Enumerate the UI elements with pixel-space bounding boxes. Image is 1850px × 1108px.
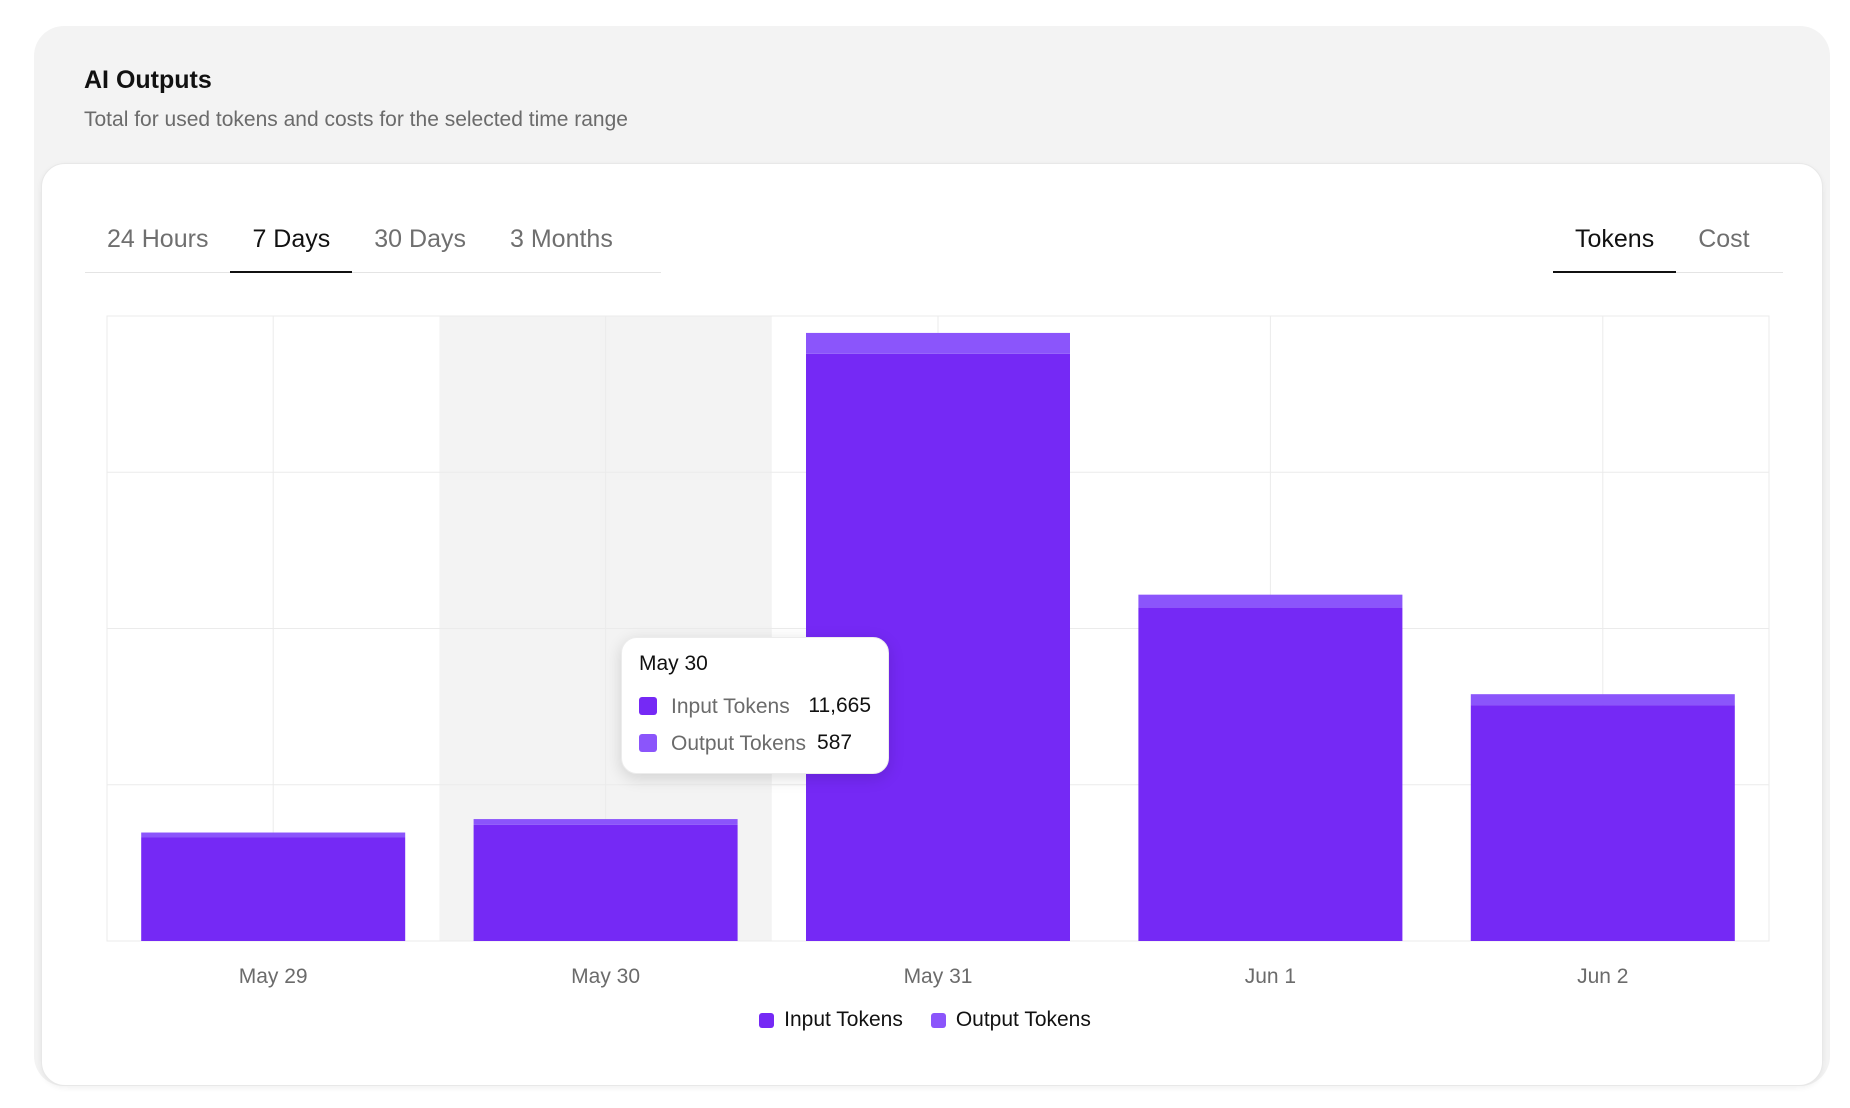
bar-output-tokens [1470,694,1735,706]
card-title: AI Outputs [84,66,212,94]
tab-cost[interactable]: Cost [1698,225,1750,253]
x-tick-label: May 30 [571,965,640,988]
tab-30-days[interactable]: 30 Days [374,225,466,253]
legend-item-output[interactable]: Output Tokens [930,1008,1091,1032]
tooltip-input-value: 11,665 [808,694,871,717]
time-range-tabs: 24 Hours 7 Days 30 Days 3 Months [85,206,661,273]
tooltip-output-row: Output Tokens 587 [639,728,871,758]
tab-24-hours[interactable]: 24 Hours [107,225,209,253]
tooltip-input-row: Input Tokens 11,665 [639,684,871,728]
bar-input-tokens [1138,607,1403,941]
tooltip-output-label: Output Tokens [671,731,807,755]
x-tick-label: Jun 2 [1577,965,1628,988]
legend-label-input: Input Tokens [784,1008,903,1031]
bar-input-tokens [1470,705,1735,941]
input-legend-swatch-icon [759,1012,775,1028]
legend-label-output: Output Tokens [955,1008,1091,1031]
bar-output-tokens [141,832,406,838]
output-swatch-icon [639,734,657,752]
tooltip-output-value: 587 [817,731,853,754]
tab-7-days[interactable]: 7 Days [230,206,353,273]
bar-input-tokens [141,837,406,941]
x-tick-label: Jun 1 [1245,965,1296,988]
tooltip-date: May 30 [639,652,708,675]
bar-output-tokens [806,332,1070,354]
output-legend-swatch-icon [930,1012,946,1028]
legend-item-input[interactable]: Input Tokens [759,1008,903,1032]
card-subtitle: Total for used tokens and costs for the … [84,108,628,131]
metric-tabs: Tokens Cost [1553,206,1783,273]
tooltip-input-label: Input Tokens [671,694,790,718]
chart-tooltip: May 30 Input Tokens 11,665 Output Tokens… [621,637,889,774]
bar-output-tokens [1138,594,1403,608]
tab-tokens[interactable]: Tokens [1553,206,1677,273]
tab-3-months[interactable]: 3 Months [509,225,613,253]
x-tick-label: May 29 [239,965,308,988]
chart-legend: Input Tokens Output Tokens [0,1008,1850,1032]
bar-output-tokens [473,819,738,825]
bar-input-tokens [473,824,738,941]
x-tick-label: May 31 [904,965,973,988]
input-swatch-icon [639,697,657,715]
